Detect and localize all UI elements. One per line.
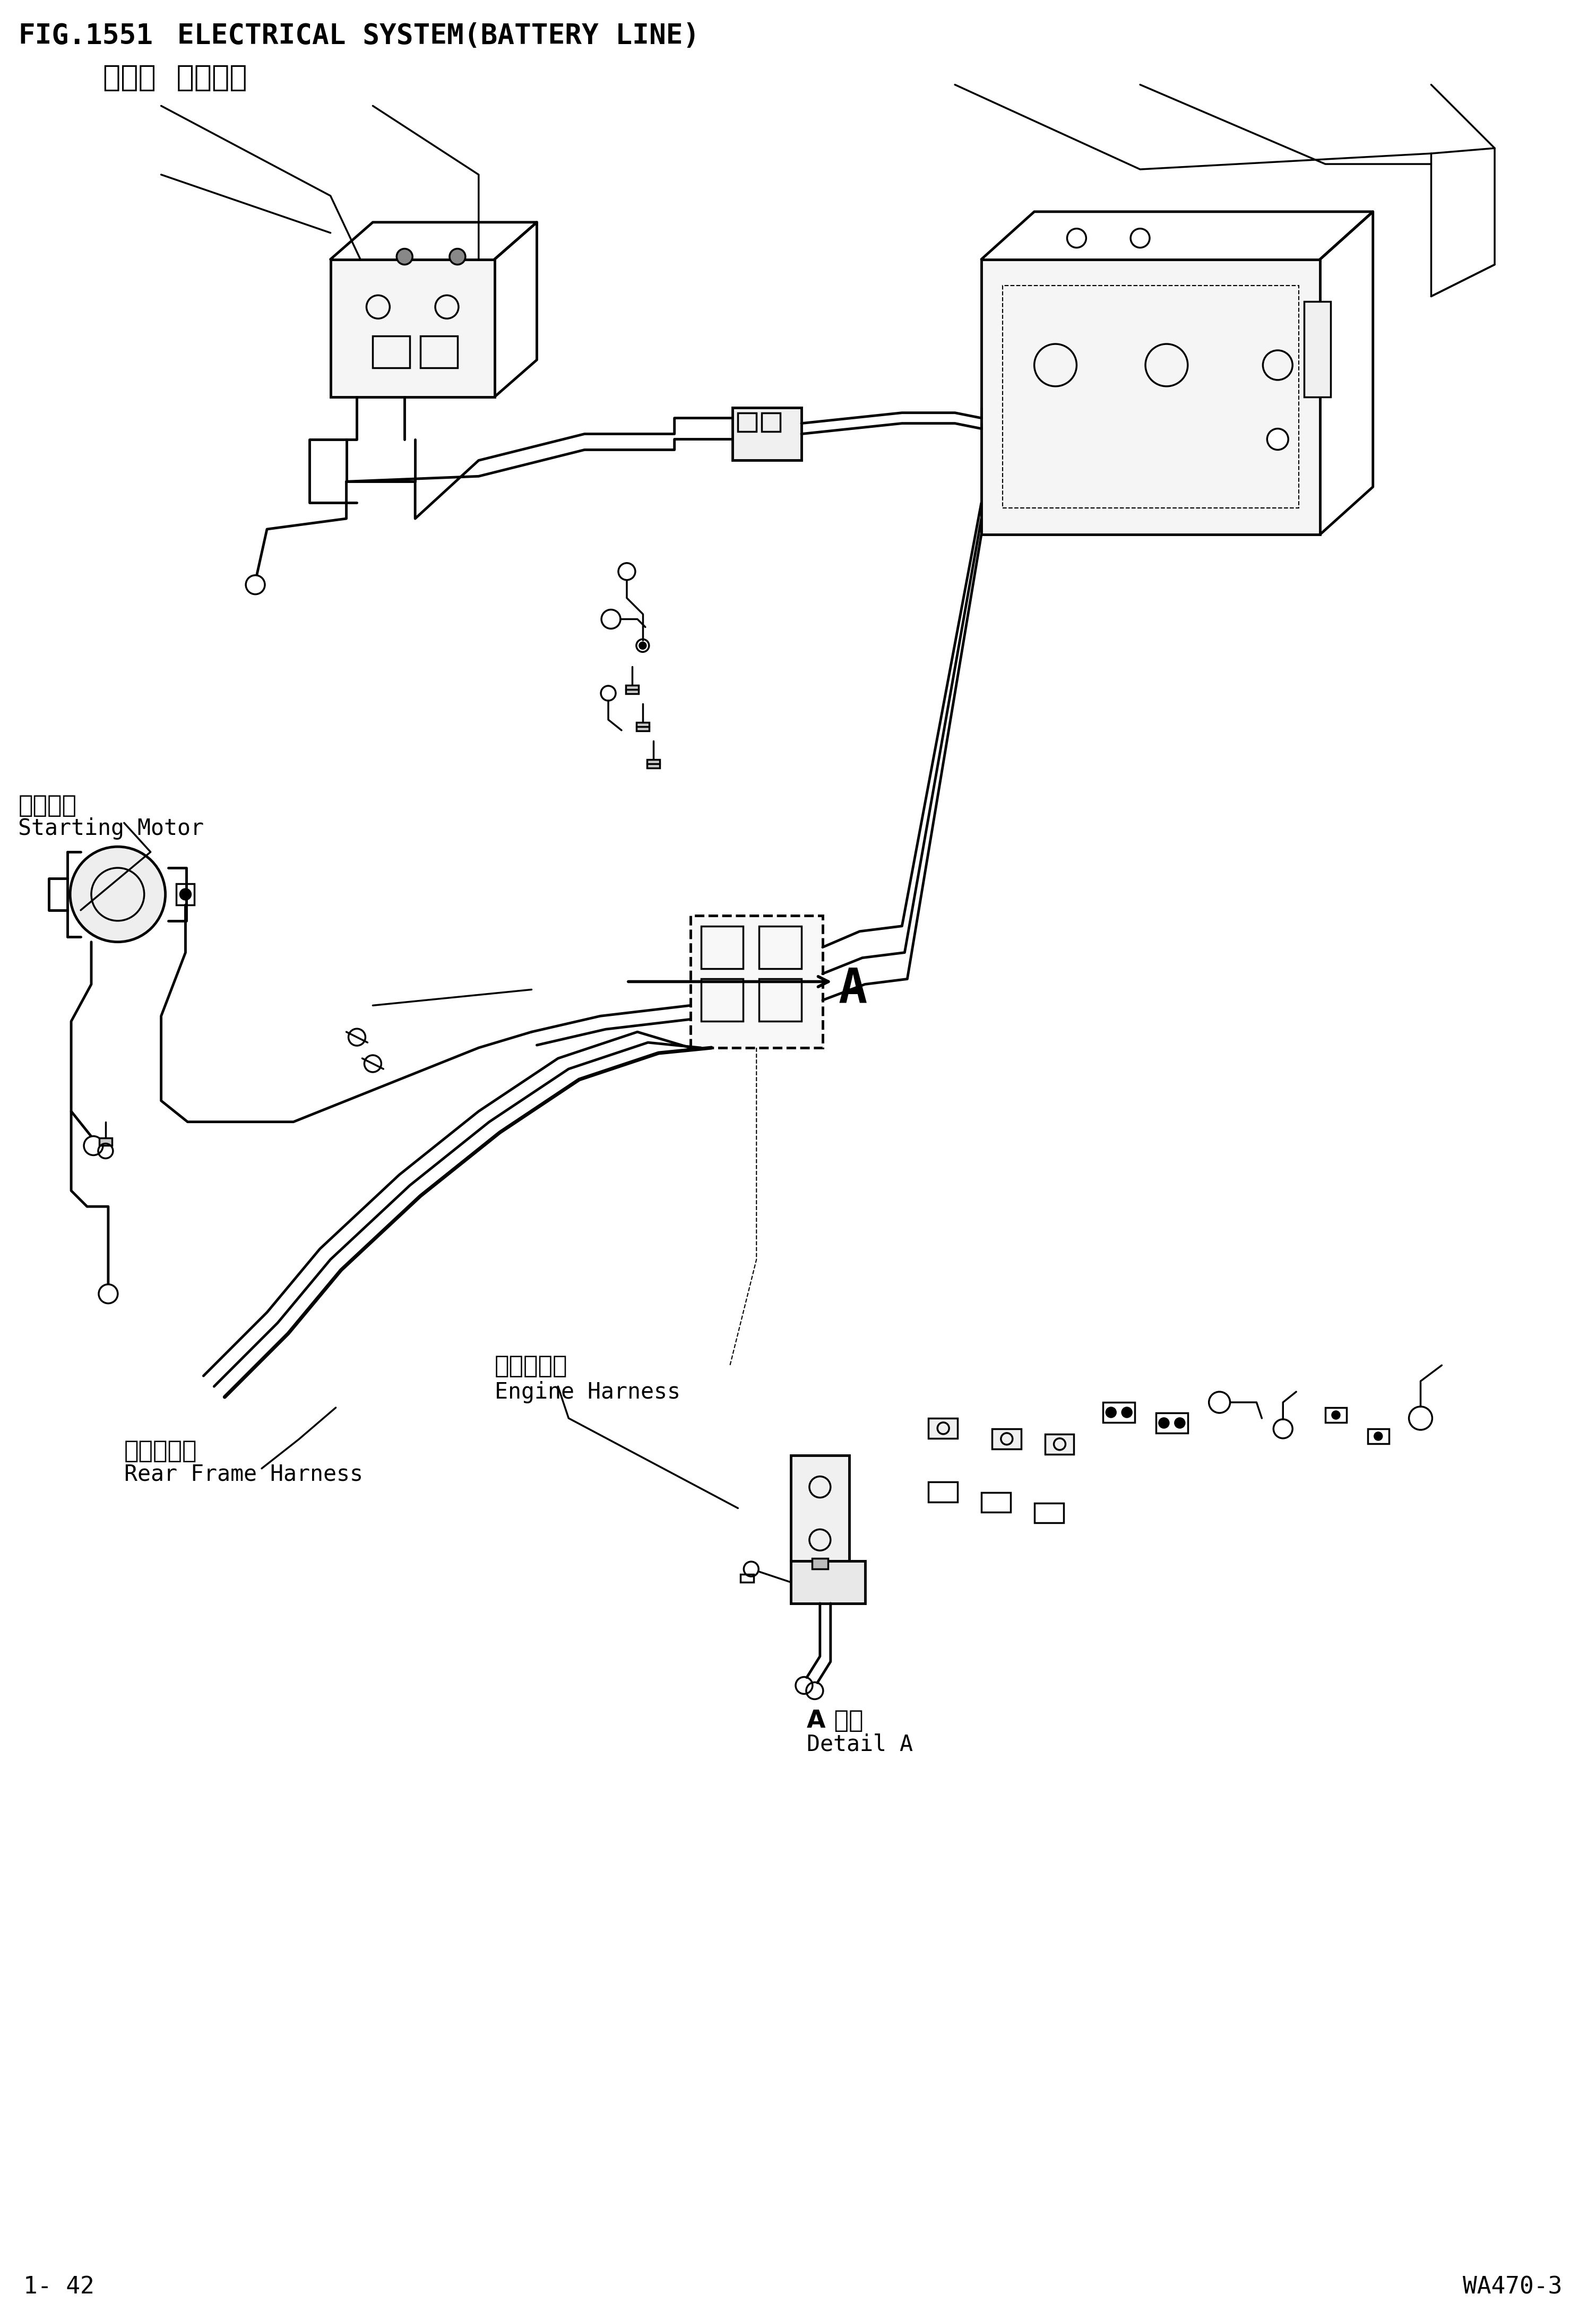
- Bar: [760, 979, 801, 1020]
- Bar: [1034, 1504, 1063, 1522]
- Text: 1- 42: 1- 42: [24, 2275, 94, 2298]
- Bar: [761, 412, 780, 431]
- Bar: [701, 979, 744, 1020]
- Circle shape: [180, 889, 192, 900]
- Circle shape: [1267, 428, 1288, 449]
- Circle shape: [1175, 1419, 1184, 1428]
- Bar: [420, 336, 458, 368]
- Bar: [1368, 1428, 1389, 1444]
- Bar: [99, 1138, 112, 1145]
- Circle shape: [70, 848, 166, 942]
- Bar: [982, 260, 1320, 534]
- Bar: [792, 1561, 865, 1603]
- Bar: [812, 1559, 828, 1568]
- Bar: [626, 686, 638, 693]
- Text: ELECTRICAL SYSTEM(BATTERY LINE): ELECTRICAL SYSTEM(BATTERY LINE): [177, 23, 699, 51]
- Circle shape: [1333, 1412, 1339, 1419]
- Text: Rear Frame Harness: Rear Frame Harness: [124, 1462, 362, 1485]
- Bar: [792, 1455, 849, 1561]
- Bar: [1103, 1403, 1135, 1423]
- Circle shape: [99, 1285, 118, 1303]
- Text: WA470-3: WA470-3: [1464, 2275, 1562, 2298]
- Bar: [1304, 302, 1331, 396]
- Circle shape: [1068, 228, 1087, 249]
- Bar: [646, 760, 659, 767]
- Bar: [1156, 1414, 1187, 1432]
- Bar: [993, 1428, 1021, 1449]
- Text: Engine Harness: Engine Harness: [495, 1382, 680, 1403]
- Bar: [929, 1419, 958, 1439]
- Circle shape: [397, 249, 412, 265]
- Circle shape: [744, 1561, 758, 1578]
- Bar: [373, 336, 410, 368]
- Circle shape: [1130, 228, 1149, 249]
- Bar: [691, 917, 822, 1048]
- Text: A: A: [838, 965, 867, 1013]
- Bar: [1002, 286, 1299, 509]
- Text: 启动马达: 启动马达: [18, 795, 77, 818]
- Bar: [176, 884, 195, 905]
- Bar: [741, 1575, 753, 1582]
- Bar: [701, 926, 744, 967]
- Circle shape: [1106, 1407, 1116, 1416]
- Circle shape: [640, 643, 646, 649]
- Bar: [1045, 1435, 1074, 1453]
- Text: 后车架线束: 后车架线束: [124, 1439, 196, 1462]
- Circle shape: [450, 249, 466, 265]
- Circle shape: [618, 562, 635, 580]
- Bar: [733, 408, 801, 461]
- Bar: [1325, 1407, 1347, 1423]
- Text: Detail A: Detail A: [806, 1734, 913, 1755]
- Circle shape: [246, 576, 265, 594]
- Bar: [760, 926, 801, 967]
- Circle shape: [1374, 1432, 1382, 1439]
- Bar: [929, 1481, 958, 1502]
- Circle shape: [1122, 1407, 1132, 1416]
- Text: FIG.1551: FIG.1551: [18, 23, 153, 51]
- Bar: [330, 260, 495, 396]
- Text: A 详细: A 详细: [806, 1709, 863, 1734]
- Text: 电系统  电瓶配线: 电系统 电瓶配线: [102, 64, 247, 92]
- Bar: [737, 412, 757, 431]
- Bar: [637, 723, 650, 730]
- Text: Starting Motor: Starting Motor: [18, 818, 204, 841]
- Bar: [982, 1492, 1010, 1513]
- Circle shape: [1159, 1419, 1168, 1428]
- Text: 发动机线束: 发动机线束: [495, 1354, 568, 1379]
- Circle shape: [85, 1135, 102, 1156]
